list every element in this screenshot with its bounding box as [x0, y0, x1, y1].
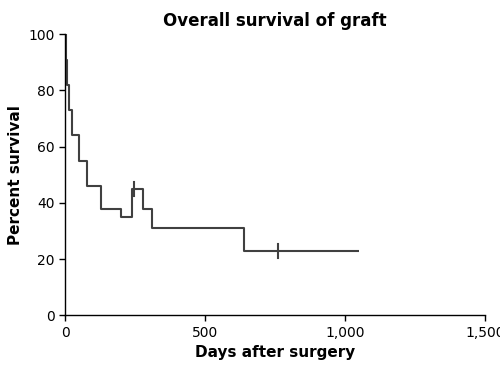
Title: Overall survival of graft: Overall survival of graft — [163, 12, 387, 30]
Y-axis label: Percent survival: Percent survival — [8, 105, 22, 245]
X-axis label: Days after surgery: Days after surgery — [195, 345, 355, 360]
